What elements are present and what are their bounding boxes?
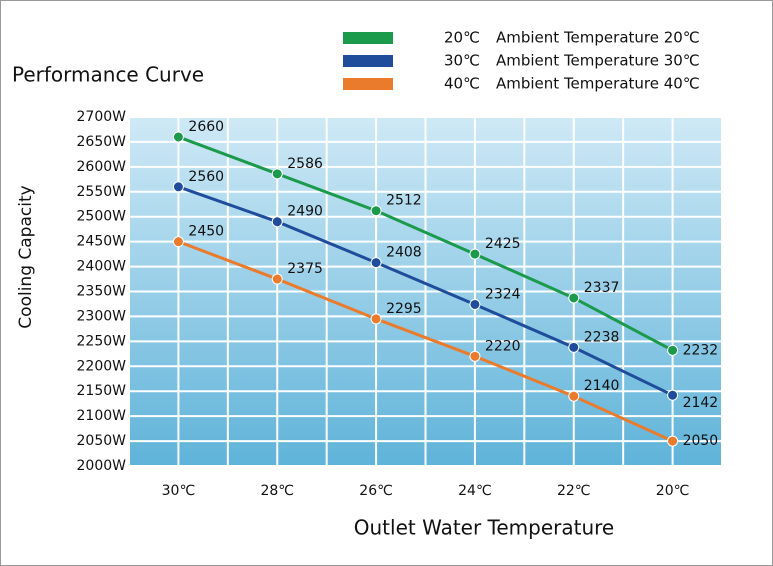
data-point bbox=[667, 344, 679, 356]
data-label: 2560 bbox=[188, 169, 224, 185]
y-tick-label: 2200W bbox=[77, 358, 127, 374]
data-point bbox=[271, 273, 283, 285]
data-point bbox=[667, 389, 679, 401]
legend-description: Ambient Temperature 30℃ bbox=[496, 52, 700, 70]
data-label: 2375 bbox=[287, 261, 323, 277]
data-point bbox=[568, 341, 580, 353]
y-tick-label: 2650W bbox=[77, 134, 127, 150]
y-axis-title: Cooling Capacity bbox=[16, 185, 36, 328]
data-point bbox=[370, 313, 382, 325]
y-tick-label: 2100W bbox=[77, 408, 127, 424]
data-point bbox=[568, 292, 580, 304]
data-point bbox=[568, 390, 580, 402]
data-label: 2050 bbox=[683, 433, 719, 449]
series-line bbox=[177, 240, 674, 443]
data-point bbox=[667, 435, 679, 447]
y-tick-label: 2350W bbox=[77, 284, 127, 300]
data-label: 2232 bbox=[683, 342, 719, 358]
data-point bbox=[469, 298, 481, 310]
data-label: 2140 bbox=[584, 378, 620, 394]
y-tick-label: 2450W bbox=[77, 234, 127, 250]
data-label: 2660 bbox=[188, 119, 224, 135]
data-label: 2450 bbox=[188, 224, 224, 240]
data-point bbox=[469, 350, 481, 362]
legend-swatch bbox=[343, 32, 393, 44]
data-point bbox=[370, 205, 382, 217]
data-label: 2586 bbox=[287, 156, 323, 172]
chart-title: Performance Curve bbox=[12, 63, 204, 87]
x-tick-label: 30℃ bbox=[162, 483, 196, 499]
y-tick-label: 2150W bbox=[77, 383, 127, 399]
data-label: 2337 bbox=[584, 280, 620, 296]
x-tick-label: 26℃ bbox=[359, 483, 393, 499]
data-point bbox=[172, 181, 184, 193]
data-label: 2425 bbox=[485, 236, 521, 252]
data-label: 2142 bbox=[683, 395, 719, 411]
legend-swatch bbox=[343, 78, 393, 90]
data-label: 2490 bbox=[287, 204, 323, 220]
x-tick-label: 22℃ bbox=[557, 483, 591, 499]
y-tick-label: 2550W bbox=[77, 184, 127, 200]
y-tick-label: 2500W bbox=[77, 209, 127, 225]
legend-swatch bbox=[343, 55, 393, 67]
x-axis-title: Outlet Water Temperature bbox=[354, 516, 615, 540]
legend-description: Ambient Temperature 20℃ bbox=[496, 29, 700, 47]
data-point bbox=[172, 131, 184, 143]
series-line bbox=[177, 185, 674, 397]
series-line bbox=[177, 135, 674, 352]
data-label: 2220 bbox=[485, 338, 521, 354]
y-tick-label: 2000W bbox=[77, 458, 127, 474]
data-label: 2408 bbox=[386, 245, 422, 261]
legend-label: 30℃ bbox=[444, 52, 480, 70]
data-point bbox=[469, 248, 481, 260]
legend-label: 20℃ bbox=[444, 29, 480, 47]
data-point bbox=[271, 216, 283, 228]
data-label: 2238 bbox=[584, 329, 620, 345]
data-label: 2324 bbox=[485, 286, 521, 302]
data-label: 2295 bbox=[386, 301, 422, 317]
y-tick-label: 2600W bbox=[77, 159, 127, 175]
x-tick-label: 24℃ bbox=[458, 483, 492, 499]
y-tick-label: 2400W bbox=[77, 259, 127, 275]
x-tick-label: 20℃ bbox=[656, 483, 690, 499]
y-tick-label: 2050W bbox=[77, 433, 127, 449]
legend-description: Ambient Temperature 40℃ bbox=[496, 75, 700, 93]
y-tick-label: 2300W bbox=[77, 308, 127, 324]
data-label: 2512 bbox=[386, 193, 422, 209]
y-tick-label: 2250W bbox=[77, 333, 127, 349]
x-tick-label: 28℃ bbox=[260, 483, 294, 499]
legend-label: 40℃ bbox=[444, 75, 480, 93]
data-point bbox=[370, 257, 382, 269]
data-point bbox=[172, 236, 184, 248]
data-point bbox=[271, 168, 283, 180]
y-tick-label: 2700W bbox=[77, 109, 127, 125]
